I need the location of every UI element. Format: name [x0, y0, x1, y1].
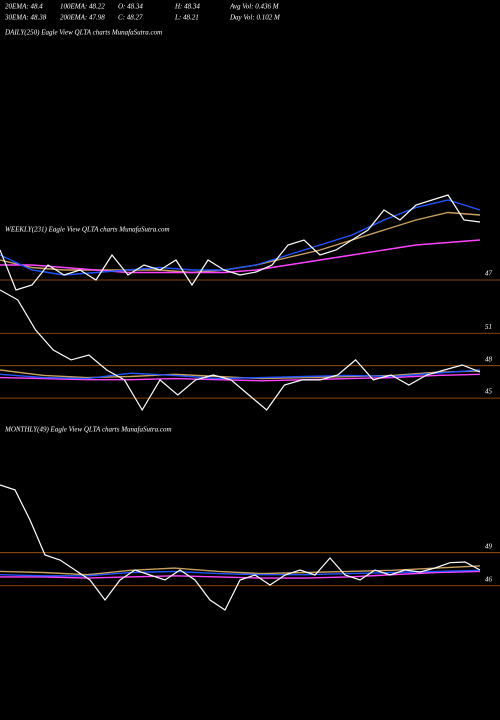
ema-line — [0, 373, 481, 382]
ema-line — [0, 199, 481, 276]
header-stat: 20EMA: 48.4 — [5, 3, 43, 11]
ema-line — [0, 369, 481, 380]
price-line — [0, 484, 481, 611]
y-tick-label: 47 — [485, 270, 493, 278]
panel-title: WEEKLY(231) Eagle View QLTA charts Munaf… — [5, 226, 170, 234]
y-tick-label: 46 — [485, 575, 493, 583]
y-tick-label: 48 — [485, 355, 493, 363]
panel-title: DAILY(250) Eagle View QLTA charts Munafa… — [4, 29, 162, 37]
panel-title: MONTHLY(49) Eagle View QLTA charts Munaf… — [4, 426, 172, 434]
header-stat: O: 48.34 — [118, 3, 143, 11]
header-stat: C: 48.27 — [118, 14, 143, 22]
ema-line — [0, 211, 481, 274]
price-line — [0, 194, 481, 291]
y-tick-label: 49 — [485, 542, 493, 550]
ema-line — [0, 239, 481, 274]
header-stat: 200EMA: 47.98 — [60, 14, 105, 22]
ema-line — [0, 565, 481, 576]
price-line — [0, 289, 481, 412]
header-stat: H: 48.34 — [174, 3, 200, 11]
header-stat: Day Vol: 0.102 M — [229, 14, 281, 22]
y-tick-label: 51 — [485, 323, 492, 331]
header-stat: 30EMA: 48.38 — [4, 14, 47, 22]
header-stat: 100EMA: 48.22 — [60, 3, 105, 11]
header-stat: Avg Vol: 0.436 M — [229, 3, 280, 11]
ema-line — [0, 570, 481, 579]
header-stat: L: 48.21 — [174, 14, 199, 22]
y-tick-label: 45 — [485, 388, 493, 396]
ema-line — [0, 569, 481, 577]
